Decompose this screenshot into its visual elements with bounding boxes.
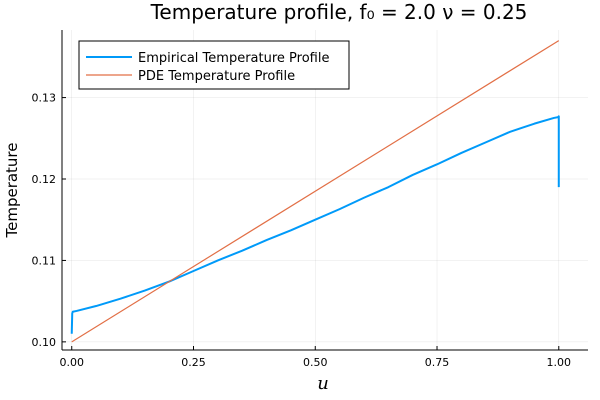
pde-temperature-line	[71, 40, 560, 343]
x-axis-ticks: 0.00 0.25 0.50 0.75 1.00	[59, 346, 571, 369]
x-tick-label: 0.25	[181, 356, 206, 369]
series-layer	[70, 40, 560, 343]
x-tick-label: 1.00	[547, 356, 572, 369]
y-tick-label: 0.11	[32, 254, 57, 267]
y-tick-label: 0.13	[32, 92, 57, 105]
axes	[61, 30, 588, 351]
x-axis-label: u	[317, 373, 329, 394]
legend-label-pde: PDE Temperature Profile	[138, 69, 295, 84]
empirical-temperature-line	[70, 115, 560, 334]
chart-title: Temperature profile, f₀ = 2.0 ν = 0.25	[150, 0, 528, 24]
x-tick-label: 0.00	[59, 356, 84, 369]
y-axis-ticks: 0.10 0.11 0.12 0.13	[32, 92, 66, 349]
y-tick-label: 0.12	[32, 173, 57, 186]
legend-box	[78, 40, 350, 90]
x-tick-label: 0.75	[425, 356, 450, 369]
legend: Empirical Temperature Profile PDE Temper…	[78, 40, 350, 90]
x-tick-label: 0.50	[303, 356, 328, 369]
y-tick-label: 0.10	[32, 336, 57, 349]
legend-label-empirical: Empirical Temperature Profile	[138, 51, 329, 66]
y-axis-label: Temperature	[3, 142, 21, 238]
